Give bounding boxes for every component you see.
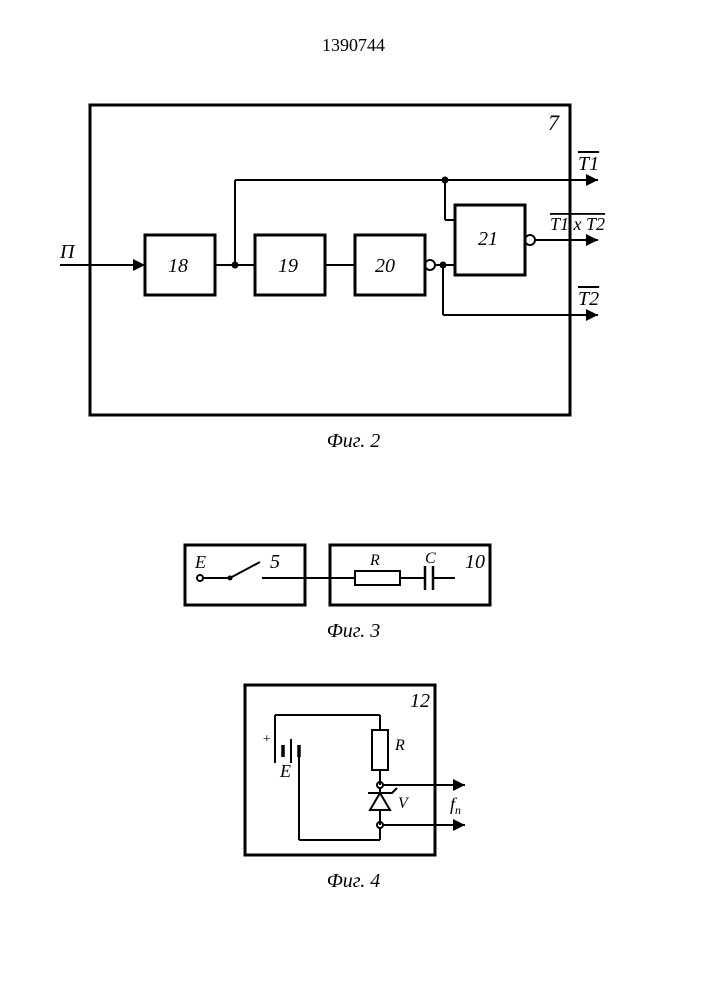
fig4-out-bot-arrow xyxy=(453,819,465,831)
fig2-input-label: П xyxy=(59,241,76,263)
fig4-E: E xyxy=(279,761,291,781)
fig2-caption: Фиг. 2 xyxy=(0,430,707,453)
fig3-box10-label: 10 xyxy=(465,551,485,573)
arrow-t1xt2 xyxy=(586,234,598,246)
fig3-box5-label: 5 xyxy=(270,551,280,573)
fig3-sw-hinge xyxy=(228,576,233,581)
fig4-resistor xyxy=(372,730,388,770)
block-19-label: 19 xyxy=(278,255,298,277)
page: 1390744 7 П 18 19 20 21 xyxy=(0,0,707,1000)
fig4-svg: 12 + E R V fп xyxy=(0,665,707,885)
fig4-diode-tri xyxy=(370,793,390,810)
fig3-E-terminal xyxy=(197,575,203,581)
fig2-input-arrow xyxy=(133,259,145,271)
fig2-svg: 7 П 18 19 20 21 Т1 xyxy=(0,70,707,440)
fig4-V: V xyxy=(398,795,410,812)
fig4-caption: Фиг. 4 xyxy=(0,870,707,893)
fig3-caption: Фиг. 3 xyxy=(0,620,707,643)
fig2-outer-box xyxy=(90,105,570,415)
fig4-R: R xyxy=(394,737,405,754)
label-t2: Т2 xyxy=(578,288,599,310)
fig3-resistor xyxy=(355,571,400,585)
block-20-label: 20 xyxy=(375,255,395,277)
arrow-t2 xyxy=(586,309,598,321)
fig3-E: E xyxy=(194,552,206,572)
fig3-C: C xyxy=(425,550,436,567)
label-t1xt2: Т1 х Т2 xyxy=(550,214,605,234)
fig4-outer xyxy=(245,685,435,855)
block-21-label: 21 xyxy=(478,228,498,250)
fig4-out-top-arrow xyxy=(453,779,465,791)
fig4-output-label: fп xyxy=(450,794,461,817)
fig3-sw-arm xyxy=(230,562,260,578)
fig4-E-plus: + xyxy=(262,732,271,747)
doc-number: 1390744 xyxy=(0,35,707,56)
fig2-outer-label: 7 xyxy=(548,110,560,135)
block-18-label: 18 xyxy=(168,255,188,277)
label-t1: Т1 xyxy=(578,153,599,175)
fig4-zener-bar xyxy=(368,788,397,793)
fig3-R: R xyxy=(369,552,380,569)
fig4-outer-label: 12 xyxy=(410,690,430,712)
arrow-t1 xyxy=(586,174,598,186)
